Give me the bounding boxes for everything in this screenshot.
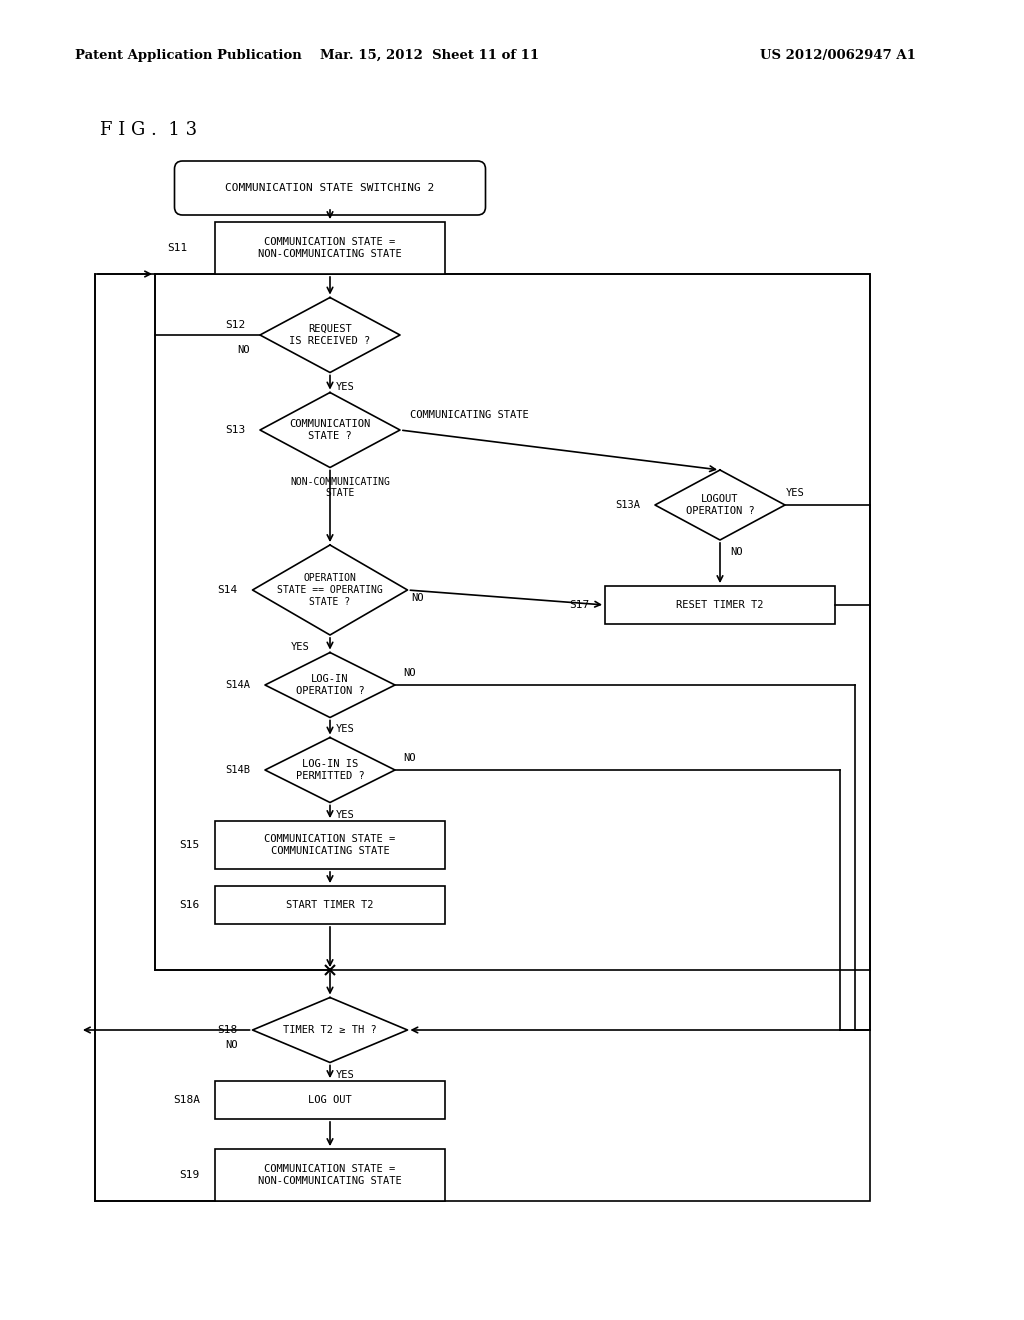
Text: S17: S17 bbox=[569, 601, 590, 610]
Text: NO: NO bbox=[403, 668, 416, 678]
Text: START TIMER T2: START TIMER T2 bbox=[287, 900, 374, 909]
Bar bbox=[215, 821, 445, 869]
Polygon shape bbox=[265, 738, 395, 803]
Bar bbox=[215, 222, 445, 275]
Polygon shape bbox=[260, 392, 400, 467]
Polygon shape bbox=[655, 470, 785, 540]
Polygon shape bbox=[260, 297, 400, 372]
Text: YES: YES bbox=[291, 642, 309, 652]
Text: S13A: S13A bbox=[615, 500, 640, 510]
Text: LOG-IN IS
PERMITTED ?: LOG-IN IS PERMITTED ? bbox=[296, 759, 365, 781]
Text: REQUEST
IS RECEIVED ?: REQUEST IS RECEIVED ? bbox=[290, 325, 371, 346]
Text: Mar. 15, 2012  Sheet 11 of 11: Mar. 15, 2012 Sheet 11 of 11 bbox=[321, 49, 540, 62]
Text: RESET TIMER T2: RESET TIMER T2 bbox=[676, 601, 764, 610]
Text: Patent Application Publication: Patent Application Publication bbox=[75, 49, 302, 62]
Text: LOG-IN
OPERATION ?: LOG-IN OPERATION ? bbox=[296, 675, 365, 696]
Bar bbox=[155, 275, 870, 970]
Text: OPERATION
STATE == OPERATING
STATE ?: OPERATION STATE == OPERATING STATE ? bbox=[278, 573, 383, 607]
Text: LOGOUT
OPERATION ?: LOGOUT OPERATION ? bbox=[686, 494, 755, 516]
Text: YES: YES bbox=[336, 809, 354, 820]
Text: S19: S19 bbox=[180, 1170, 200, 1180]
Text: COMMUNICATION STATE =
NON-COMMUNICATING STATE: COMMUNICATION STATE = NON-COMMUNICATING … bbox=[258, 238, 401, 259]
Text: COMMUNICATION
STATE ?: COMMUNICATION STATE ? bbox=[290, 420, 371, 441]
Text: YES: YES bbox=[336, 383, 354, 392]
Polygon shape bbox=[253, 545, 408, 635]
Polygon shape bbox=[253, 998, 408, 1063]
Text: S15: S15 bbox=[180, 840, 200, 850]
Bar bbox=[605, 586, 835, 624]
Text: NO: NO bbox=[403, 752, 416, 763]
Bar bbox=[95, 275, 870, 1201]
Text: TIMER T2 ≥ TH ?: TIMER T2 ≥ TH ? bbox=[283, 1026, 377, 1035]
Bar bbox=[215, 1081, 445, 1119]
Text: S12: S12 bbox=[224, 319, 245, 330]
Text: NON-COMMUNICATING
STATE: NON-COMMUNICATING STATE bbox=[290, 477, 390, 498]
Text: YES: YES bbox=[785, 488, 805, 498]
Text: S18: S18 bbox=[217, 1026, 238, 1035]
Text: S13: S13 bbox=[224, 425, 245, 436]
Text: NO: NO bbox=[225, 1040, 238, 1049]
Bar bbox=[215, 886, 445, 924]
Text: S11: S11 bbox=[167, 243, 187, 253]
Bar bbox=[215, 1148, 445, 1201]
Text: US 2012/0062947 A1: US 2012/0062947 A1 bbox=[760, 49, 915, 62]
Text: COMMUNICATION STATE SWITCHING 2: COMMUNICATION STATE SWITCHING 2 bbox=[225, 183, 434, 193]
Text: COMMUNICATING STATE: COMMUNICATING STATE bbox=[410, 411, 528, 420]
Text: COMMUNICATION STATE =
COMMUNICATING STATE: COMMUNICATION STATE = COMMUNICATING STAT… bbox=[264, 834, 395, 855]
Text: NO: NO bbox=[730, 546, 742, 557]
Text: S14A: S14A bbox=[225, 680, 250, 690]
Text: YES: YES bbox=[336, 725, 354, 734]
Text: S18A: S18A bbox=[173, 1096, 200, 1105]
Polygon shape bbox=[265, 652, 395, 718]
Text: LOG OUT: LOG OUT bbox=[308, 1096, 352, 1105]
Text: S14B: S14B bbox=[225, 766, 250, 775]
FancyBboxPatch shape bbox=[174, 161, 485, 215]
Text: YES: YES bbox=[336, 1069, 354, 1080]
Text: NO: NO bbox=[412, 593, 424, 603]
Text: NO: NO bbox=[238, 345, 250, 355]
Text: S14: S14 bbox=[217, 585, 238, 595]
Text: S16: S16 bbox=[180, 900, 200, 909]
Text: F I G .  1 3: F I G . 1 3 bbox=[100, 121, 198, 139]
Text: COMMUNICATION STATE =
NON-COMMUNICATING STATE: COMMUNICATION STATE = NON-COMMUNICATING … bbox=[258, 1164, 401, 1185]
